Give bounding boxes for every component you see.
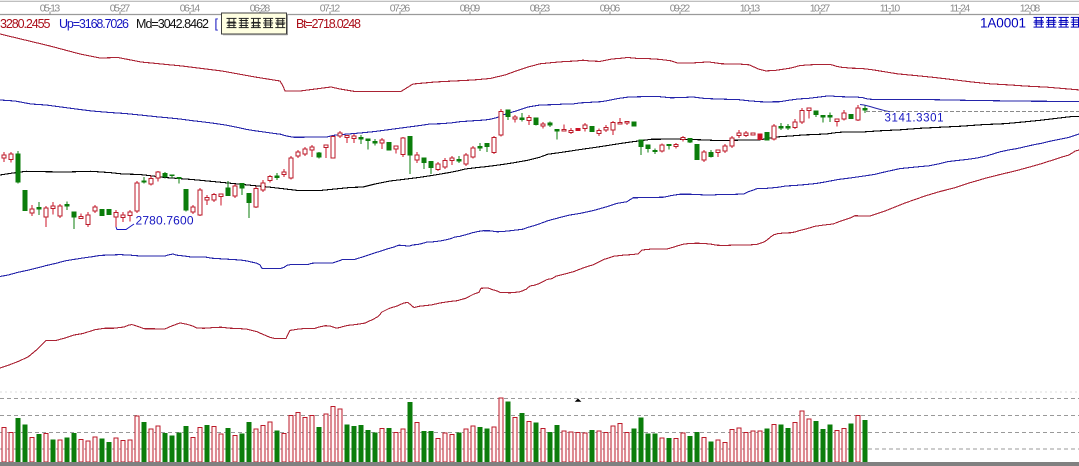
svg-text:11-10: 11-10 <box>880 3 901 15</box>
svg-text:3141.3301: 3141.3301 <box>885 112 944 124</box>
svg-text:3280.2455: 3280.2455 <box>0 17 51 31</box>
svg-text:08-23: 08-23 <box>530 3 551 15</box>
svg-text:2780.7600: 2780.7600 <box>136 213 194 227</box>
svg-text:10-27: 10-27 <box>810 3 831 15</box>
svg-text:07-26: 07-26 <box>390 3 411 15</box>
svg-text:Bt=2718.0248: Bt=2718.0248 <box>296 17 361 31</box>
svg-text:06-28: 06-28 <box>250 3 271 15</box>
svg-text:12-08: 12-08 <box>1020 3 1041 15</box>
svg-text:Md=3042.8462: Md=3042.8462 <box>136 17 209 31</box>
svg-text:05-27: 05-27 <box>110 3 131 15</box>
svg-text:10-13: 10-13 <box>740 3 761 15</box>
svg-text:06-14: 06-14 <box>180 3 201 15</box>
svg-text:1A0001: 1A0001 <box>980 16 1026 31</box>
svg-text:11-24: 11-24 <box>950 3 971 15</box>
svg-text:Up=3168.7026: Up=3168.7026 <box>59 17 129 31</box>
svg-text:08-09: 08-09 <box>460 3 481 15</box>
svg-text:09-22: 09-22 <box>670 3 691 15</box>
svg-text:09-06: 09-06 <box>600 3 621 15</box>
svg-text:05-13: 05-13 <box>40 3 61 15</box>
svg-text:[: [ <box>215 17 219 31</box>
svg-text:07-12: 07-12 <box>320 3 341 15</box>
